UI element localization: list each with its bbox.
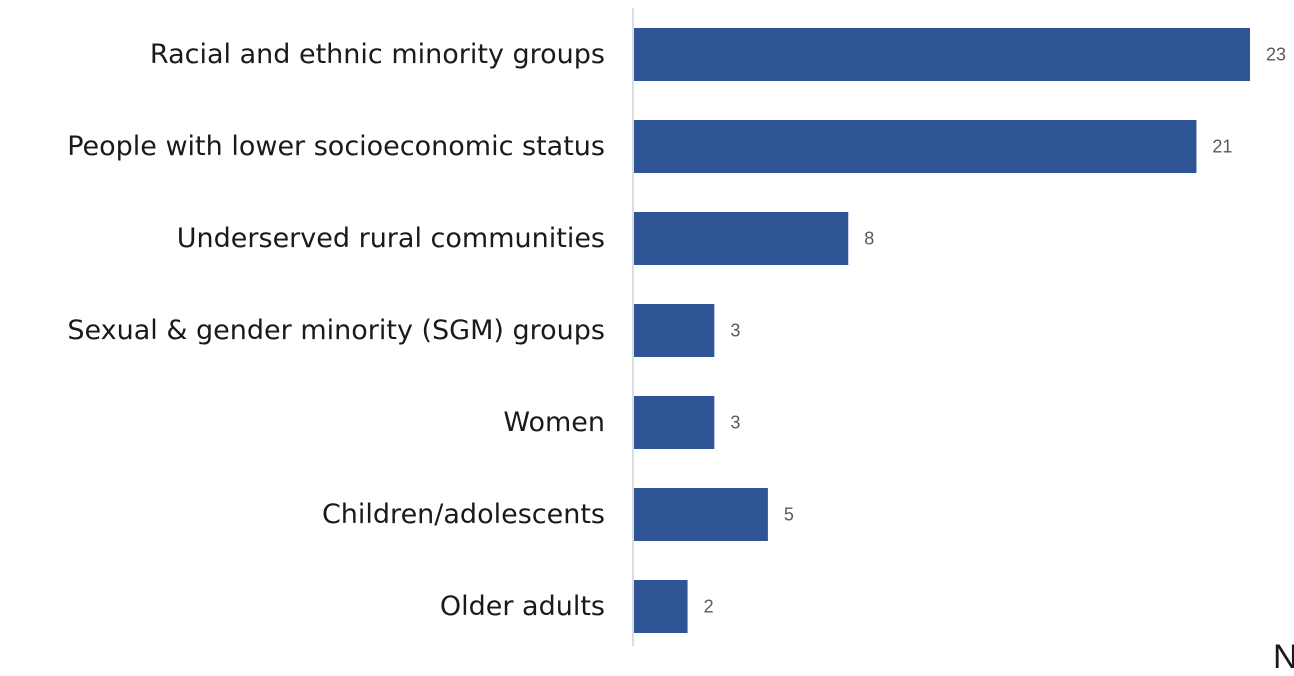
value-label: 21	[1212, 137, 1232, 157]
value-label: 3	[730, 413, 740, 433]
bar	[634, 580, 688, 633]
value-label: 3	[730, 321, 740, 341]
bar	[634, 212, 849, 265]
bar	[634, 304, 715, 357]
category-label: Underserved rural communities	[177, 223, 605, 254]
category-label: Older adults	[440, 591, 605, 622]
category-labels-group: Racial and ethnic minority groups People …	[67, 39, 605, 622]
category-label: Children/adolescents	[322, 499, 605, 530]
category-label: Women	[503, 407, 605, 438]
value-label: 23	[1266, 45, 1286, 65]
bar	[634, 120, 1197, 173]
bar-chart: Racial and ethnic minority groups People …	[67, 8, 1286, 646]
bar	[634, 488, 768, 541]
value-label: 2	[704, 597, 714, 617]
cropped-corner-text: N	[1273, 638, 1294, 676]
bar	[634, 396, 715, 449]
value-label: 8	[864, 229, 874, 249]
category-label: People with lower socioeconomic status	[67, 131, 605, 162]
value-labels-group: 23 21 8 3 3 5 2	[704, 45, 1286, 617]
category-label: Racial and ethnic minority groups	[150, 39, 605, 70]
category-label: Sexual & gender minority (SGM) groups	[67, 315, 605, 346]
value-label: 5	[784, 505, 794, 525]
bars-group	[634, 28, 1250, 633]
bar	[634, 28, 1250, 81]
